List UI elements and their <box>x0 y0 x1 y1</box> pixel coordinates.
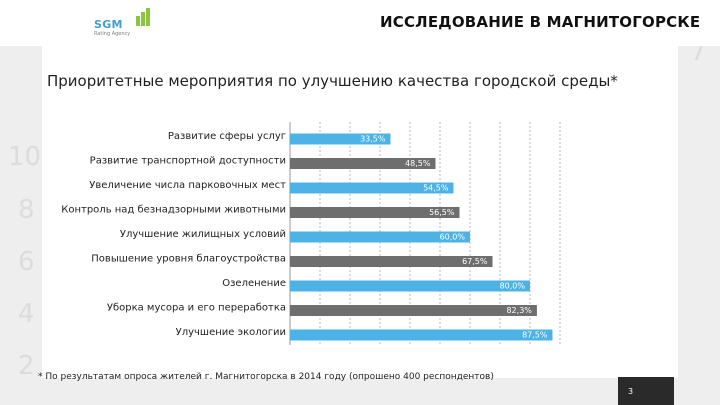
bar <box>290 158 436 169</box>
header-strip <box>0 0 720 46</box>
category-label: Улучшение экологии <box>176 327 286 338</box>
value-label: 82,3% <box>506 306 532 315</box>
footnote: * По результатам опроса жителей г. Магни… <box>38 372 494 382</box>
chart-subtitle: Приоритетные мероприятия по улучшению ка… <box>47 72 618 90</box>
svg-text:10: 10 <box>8 142 41 172</box>
logo-subtitle: Rating Agency <box>94 31 131 37</box>
bar <box>290 182 454 194</box>
page-number-box <box>618 377 674 405</box>
value-label: 54,5% <box>423 184 449 193</box>
category-label: Уборка мусора и его переработка <box>107 303 286 314</box>
value-label: 87,5% <box>522 331 548 340</box>
value-label: 67,5% <box>462 257 488 266</box>
logo-text: SGM <box>94 18 123 31</box>
bar <box>290 256 493 267</box>
value-label: 80,0% <box>500 282 526 291</box>
svg-text:8: 8 <box>18 195 35 225</box>
category-label: Контроль над безнадзорными животными <box>61 205 286 216</box>
bar <box>290 329 553 341</box>
category-label: Развитие транспортной доступности <box>90 156 286 167</box>
svg-text:4: 4 <box>18 299 35 329</box>
bar <box>290 231 470 243</box>
category-label: Повышение уровня благоустройства <box>91 254 286 265</box>
svg-text:2: 2 <box>18 351 35 381</box>
value-label: 56,5% <box>429 208 455 217</box>
bar <box>290 133 391 145</box>
page-title: ИССЛЕДОВАНИЕ В МАГНИТОГОРСКЕ <box>380 13 701 31</box>
value-label: 48,5% <box>405 159 431 168</box>
category-label: Развитие сферы услуг <box>168 131 286 142</box>
value-label: 60,0% <box>440 233 466 242</box>
category-label: Увеличение числа парковочных мест <box>89 180 286 191</box>
logo-icon <box>136 8 150 26</box>
svg-text:6: 6 <box>18 247 35 277</box>
category-label: Озеленение <box>222 278 286 289</box>
bar <box>290 280 530 292</box>
bar <box>290 305 537 316</box>
value-label: 33,5% <box>360 135 386 144</box>
category-label: Улучшение жилищных условий <box>120 229 286 240</box>
bar <box>290 207 460 218</box>
page-number: 3 <box>628 387 634 396</box>
